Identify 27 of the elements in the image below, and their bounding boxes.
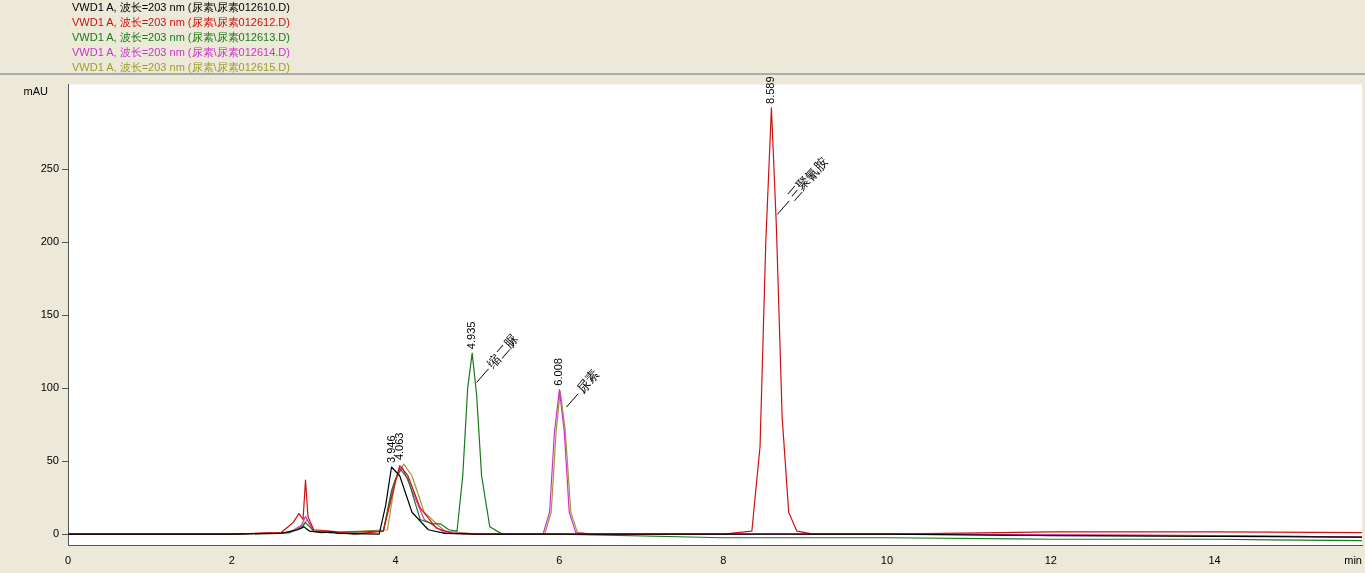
text: VWD1 A, 波长=203 nm (尿素\尿素012614.D) <box>72 45 291 60</box>
text: VWD1 A, 波长=203 nm (尿素\尿素012610.D) <box>72 0 291 15</box>
x-tick-label: 6 <box>556 554 563 567</box>
y-axis-title: mAU <box>23 84 49 97</box>
annotation: 8.589 <box>764 76 777 104</box>
y-tick-label: 150 <box>40 308 59 321</box>
text: VWD1 A, 波长=203 nm (尿素\尿素012613.D) <box>72 30 291 45</box>
x-tick-label: 4 <box>392 554 399 567</box>
x-tick-label: 10 <box>880 554 894 567</box>
annotation: 缩二脲 <box>484 331 522 371</box>
y-tick-label: 0 <box>52 527 59 540</box>
annotation: 三聚氰胺 <box>784 154 831 204</box>
x-tick-label: 0 <box>64 554 72 567</box>
annotation: 6.008 <box>552 358 565 386</box>
x-tick-label: 2 <box>228 554 235 567</box>
annotation: 尿素 <box>573 366 603 396</box>
y-tick-label: 50 <box>46 454 59 467</box>
annotation: 4.935 <box>465 321 478 350</box>
x-tick-label: 12 <box>1044 554 1057 567</box>
y-tick-label: 100 <box>40 381 59 394</box>
x-tick-label: 14 <box>1208 554 1221 567</box>
x-tick-label: 8 <box>720 554 727 567</box>
y-tick-label: 250 <box>40 162 59 175</box>
text: VWD1 A, 波长=203 nm (尿素\尿素012615.D) <box>72 60 291 75</box>
text: VWD1 A, 波长=203 nm (尿素\尿素012612.D) <box>72 15 291 30</box>
x-axis-title: min <box>1344 554 1362 567</box>
y-tick-label: 200 <box>40 235 59 248</box>
